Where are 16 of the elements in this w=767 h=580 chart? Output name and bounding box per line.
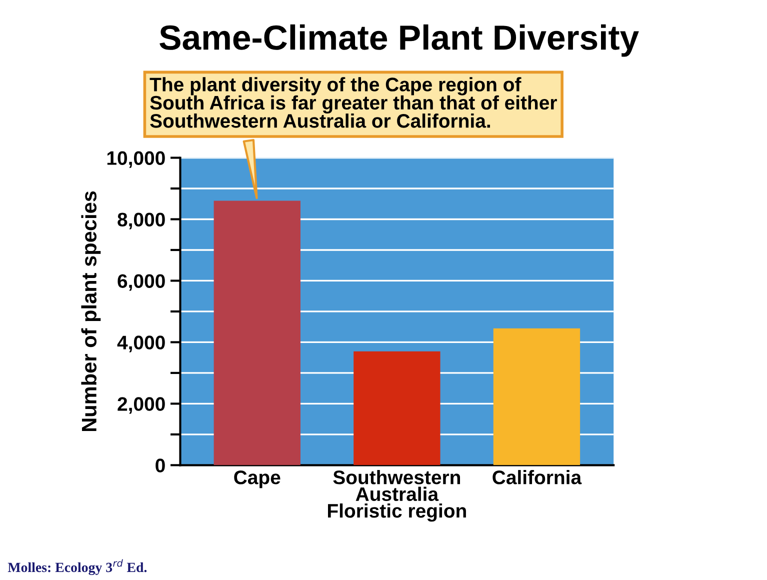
- bar: [354, 351, 440, 466]
- y-axis-title: Number of plant species: [81, 191, 101, 432]
- x-tick-label: Southwestern Australia Floristic region: [328, 470, 466, 522]
- bar: [214, 200, 300, 466]
- y-tick-label: 10,000: [107, 151, 165, 168]
- annotation: The plant diversity of the Cape region of South Africa is far greater than that of either Southwestern Australia or California.: [150, 77, 557, 128]
- x-tick-label: California: [492, 470, 582, 484]
- y-tick-label: 6,000: [118, 274, 165, 291]
- text: Molles: Ecology 3$^{rd}$ Ed.: [8, 559, 147, 576]
- y-tick-label: 4,000: [117, 336, 165, 352]
- y-tick-label: 0: [156, 458, 165, 472]
- bar: [493, 328, 580, 466]
- y-tick-label: 8,000: [118, 212, 165, 230]
- y-tick-label: 2,000: [118, 397, 165, 414]
- x-tick-label: Cape: [234, 470, 280, 488]
- chart-title: Same-Climate Plant Diversity: [160, 24, 639, 57]
